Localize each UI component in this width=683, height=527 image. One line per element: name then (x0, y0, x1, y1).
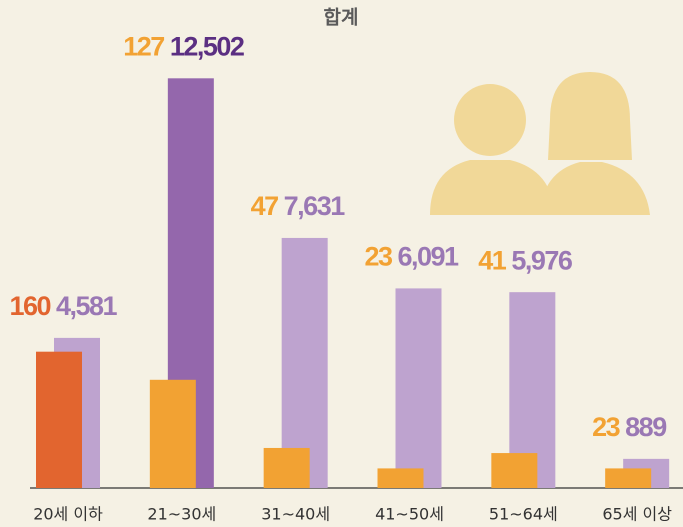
bar (395, 288, 442, 488)
bar (36, 351, 82, 488)
bar (491, 453, 538, 488)
x-tick-label: 31~40세 (261, 505, 330, 524)
value-label: 23 (364, 242, 393, 272)
bar (281, 237, 328, 488)
x-tick-label: 21~30세 (147, 505, 216, 524)
value-label: 12,502 (170, 31, 244, 61)
value-label: 160 (9, 291, 50, 321)
value-label: 6,091 (398, 242, 460, 272)
x-tick-label: 41~50세 (375, 505, 444, 524)
value-label: 47 (251, 191, 279, 221)
x-tick-label: 51~64세 (489, 505, 558, 524)
people-icon (430, 72, 650, 215)
value-label: 127 (123, 31, 164, 61)
value-label: 41 (478, 245, 507, 275)
value-label: 4,581 (56, 291, 118, 321)
x-tick-label: 65세 이상 (602, 505, 672, 524)
bar (377, 468, 424, 488)
value-label: 5,976 (511, 245, 573, 275)
value-label: 23 (592, 412, 621, 442)
value-label: 889 (625, 412, 667, 442)
x-tick-label: 20세 이하 (33, 505, 103, 524)
bar (263, 447, 310, 488)
bar (605, 468, 652, 488)
value-label: 7,631 (284, 191, 346, 221)
chart-title: 합계 (324, 7, 359, 29)
bar (149, 379, 196, 488)
